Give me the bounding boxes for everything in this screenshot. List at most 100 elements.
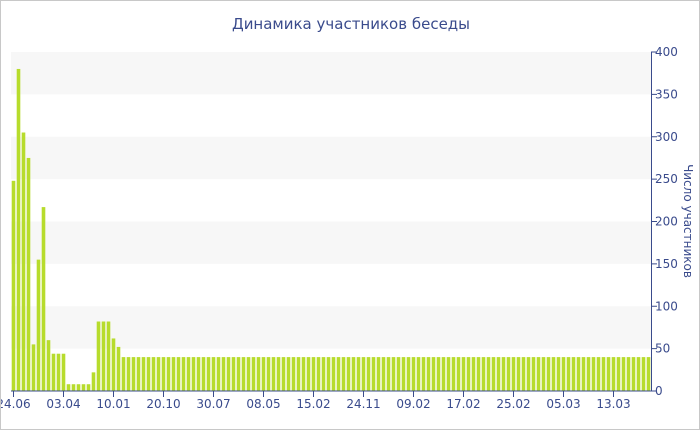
bar[interactable] [566,357,571,391]
bar[interactable] [176,357,181,391]
bar[interactable] [646,357,651,391]
bar[interactable] [406,357,411,391]
bar[interactable] [141,357,146,391]
bar[interactable] [276,357,281,391]
bar[interactable] [311,357,316,391]
bar[interactable] [501,357,506,391]
bar[interactable] [431,357,436,391]
bar[interactable] [101,321,106,391]
bar[interactable] [636,357,641,391]
bar[interactable] [351,357,356,391]
bar[interactable] [396,357,401,391]
bar[interactable] [611,357,616,391]
bar[interactable] [236,357,241,391]
bar[interactable] [171,357,176,391]
bar[interactable] [486,357,491,391]
bar[interactable] [301,357,306,391]
bar[interactable] [571,357,576,391]
bar[interactable] [51,353,56,391]
bar[interactable] [581,357,586,391]
bar[interactable] [191,357,196,391]
bar[interactable] [206,357,211,391]
bar[interactable] [556,357,561,391]
bar[interactable] [466,357,471,391]
bar[interactable] [411,357,416,391]
bar[interactable] [471,357,476,391]
bar[interactable] [126,357,131,391]
bar[interactable] [281,357,286,391]
bar[interactable] [216,357,221,391]
bar[interactable] [531,357,536,391]
bar[interactable] [601,357,606,391]
bar[interactable] [451,357,456,391]
bar[interactable] [506,357,511,391]
bar[interactable] [61,353,66,391]
bar[interactable] [81,384,86,391]
bar[interactable] [551,357,556,391]
bar[interactable] [96,321,101,391]
bar[interactable] [71,384,76,391]
bar[interactable] [246,357,251,391]
bar[interactable] [331,357,336,391]
bar[interactable] [66,384,71,391]
bar[interactable] [561,357,566,391]
bar[interactable] [151,357,156,391]
bar[interactable] [621,357,626,391]
bar[interactable] [436,357,441,391]
bar[interactable] [441,357,446,391]
bar[interactable] [386,357,391,391]
bar[interactable] [616,357,621,391]
bar[interactable] [426,357,431,391]
bar[interactable] [16,68,21,391]
bar[interactable] [261,357,266,391]
bar[interactable] [416,357,421,391]
bar[interactable] [341,357,346,391]
bar[interactable] [271,357,276,391]
bar[interactable] [541,357,546,391]
bar[interactable] [521,357,526,391]
bar[interactable] [606,357,611,391]
bar[interactable] [111,338,116,391]
bar[interactable] [226,357,231,391]
bar[interactable] [306,357,311,391]
bar[interactable] [186,357,191,391]
bar[interactable] [376,357,381,391]
bar[interactable] [626,357,631,391]
bar[interactable] [491,357,496,391]
bar[interactable] [256,357,261,391]
bar[interactable] [86,384,91,391]
bar[interactable] [131,357,136,391]
bar[interactable] [526,357,531,391]
bar[interactable] [536,357,541,391]
bar[interactable] [481,357,486,391]
bar[interactable] [576,357,581,391]
bar[interactable] [296,357,301,391]
bar[interactable] [516,357,521,391]
bar[interactable] [221,357,226,391]
bar[interactable] [476,357,481,391]
bar[interactable] [36,259,41,391]
bar[interactable] [21,132,26,391]
bar[interactable] [41,207,46,391]
bar[interactable] [496,357,501,391]
bar[interactable] [91,372,96,391]
bar[interactable] [381,357,386,391]
bar[interactable] [286,357,291,391]
bar[interactable] [641,357,646,391]
bar[interactable] [456,357,461,391]
bar[interactable] [181,357,186,391]
bar[interactable] [356,357,361,391]
bar[interactable] [166,357,171,391]
bar[interactable] [391,357,396,391]
bar[interactable] [586,357,591,391]
bar[interactable] [371,357,376,391]
bar[interactable] [76,384,81,391]
bar[interactable] [211,357,216,391]
bar[interactable] [106,321,111,391]
bar[interactable] [196,357,201,391]
bar[interactable] [596,357,601,391]
bar[interactable] [291,357,296,391]
bar[interactable] [161,357,166,391]
bar[interactable] [511,357,516,391]
bar[interactable] [591,357,596,391]
